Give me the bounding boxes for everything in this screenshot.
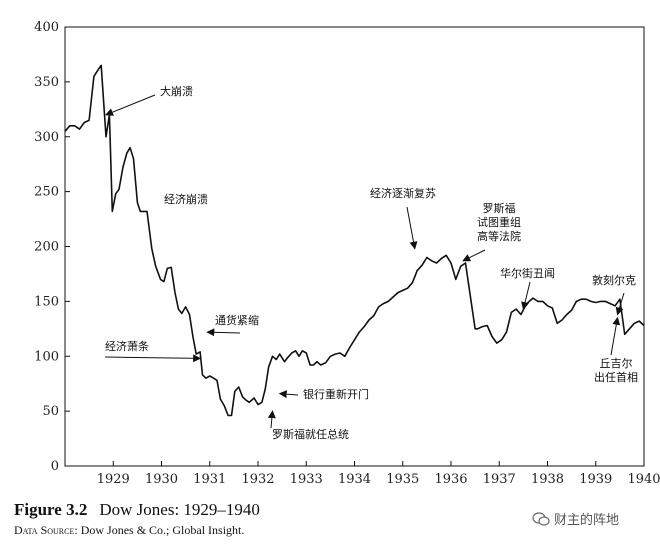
annotation-line: 丘吉尔 xyxy=(600,357,633,370)
annotation-label: 华尔街丑闻 xyxy=(500,266,555,280)
annotation-line: 出任首相 xyxy=(594,370,638,384)
watermark-text: 财主的阵地 xyxy=(554,513,620,528)
y-tick-label: 200 xyxy=(34,240,59,255)
chart: 0 50 100 150 200 250 300 350 400 1929 1930 1931 1932… xyxy=(34,20,660,487)
annotation-label: 罗斯福就任总统 xyxy=(272,427,349,441)
x-tick-label: 1930 xyxy=(145,472,178,487)
x-tick-label: 1934 xyxy=(338,472,371,487)
x-tick-label: 1931 xyxy=(193,472,226,487)
data-source-text: Dow Jones & Co.; Global Insight. xyxy=(80,523,245,537)
axes: 0 50 100 150 200 250 300 350 400 1929 1930 1931 1932… xyxy=(34,20,660,487)
figure-label: Figure 3.2 xyxy=(14,500,88,519)
annotation-arrow xyxy=(406,206,418,250)
annotation-arrow xyxy=(610,316,621,356)
annotation-label: 经济逐渐复苏 xyxy=(370,186,436,200)
annotation-line: 高等法院 xyxy=(477,229,521,243)
x-tick-label: 1932 xyxy=(241,472,274,487)
data-source-label: Data Source: xyxy=(14,523,78,537)
annotation-arrow xyxy=(462,249,486,262)
y-tick-label: 350 xyxy=(34,75,59,90)
wechat-icon xyxy=(532,511,550,526)
annotation-label: 经济崩溃 xyxy=(164,192,208,206)
y-tick-label: 250 xyxy=(34,185,59,200)
x-tick-label: 1935 xyxy=(386,472,419,487)
y-tick-label: 150 xyxy=(34,294,59,309)
x-tick-label: 1938 xyxy=(531,472,564,487)
y-tick-label: 100 xyxy=(34,349,59,364)
x-tick-label: 1936 xyxy=(434,472,467,487)
caption-title-line: Figure 3.2 Dow Jones: 1929–1940 xyxy=(14,500,260,520)
watermark: 财主的阵地 xyxy=(532,509,619,528)
x-tick-label: 1929 xyxy=(97,472,130,487)
annotation-arrow xyxy=(206,328,241,337)
series-layer xyxy=(64,64,645,417)
annotation-label: 丘吉尔出任首相 xyxy=(594,357,638,384)
annotation-arrow xyxy=(278,390,299,399)
annotation-label: 银行重新开门 xyxy=(303,387,369,401)
annotation-label: 大崩溃 xyxy=(160,84,193,98)
annotation-arrow xyxy=(104,354,202,363)
x-tick-label: 1939 xyxy=(579,472,612,487)
annotation-label: 敦刻尔克 xyxy=(592,273,636,287)
dow-jones-line xyxy=(64,64,645,417)
x-tick-label: 1937 xyxy=(483,472,516,487)
annotation-arrow xyxy=(267,410,276,429)
annotation-arrow xyxy=(105,94,156,116)
figure-title: Dow Jones: 1929–1940 xyxy=(99,500,260,519)
annotation-line: 试图重组 xyxy=(477,215,521,229)
data-source: Data Source: Dow Jones & Co.; Global Ins… xyxy=(14,523,260,538)
x-tick-label: 1940 xyxy=(627,472,660,487)
annotation-label: 经济萧条 xyxy=(105,339,149,353)
y-tick-label: 50 xyxy=(42,404,59,419)
figure-caption: Figure 3.2 Dow Jones: 1929–1940 Data Sour… xyxy=(14,500,260,538)
annotation-arrow xyxy=(615,292,625,316)
y-tick-label: 300 xyxy=(34,130,59,145)
y-tick-label: 0 xyxy=(51,459,59,474)
annotation-line: 罗斯福 xyxy=(483,201,516,215)
y-tick-label: 400 xyxy=(34,20,59,35)
annotation-arrow xyxy=(521,281,531,311)
annotation-label: 通货紧缩 xyxy=(215,313,259,327)
annotation-label: 罗斯福试图重组高等法院 xyxy=(477,201,521,243)
x-tick-label: 1933 xyxy=(290,472,323,487)
